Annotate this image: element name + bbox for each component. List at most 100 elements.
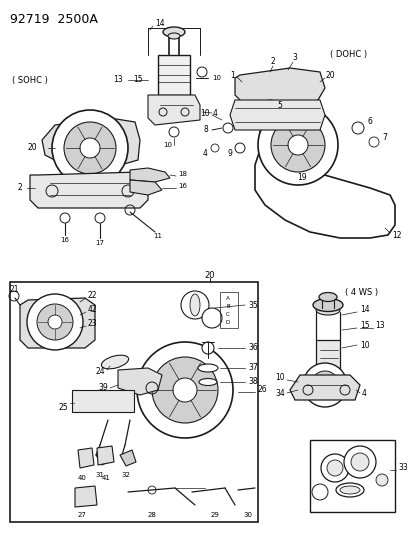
- Circle shape: [326, 460, 342, 476]
- Text: A: A: [225, 295, 229, 301]
- Polygon shape: [20, 298, 95, 348]
- Circle shape: [202, 308, 221, 328]
- Circle shape: [343, 446, 375, 478]
- Text: 40: 40: [77, 475, 86, 481]
- Circle shape: [37, 304, 73, 340]
- Text: 33: 33: [397, 464, 407, 472]
- Text: 15: 15: [133, 76, 142, 85]
- Text: 29: 29: [210, 512, 219, 518]
- Text: 17: 17: [95, 240, 104, 246]
- Text: 26: 26: [257, 385, 267, 394]
- Circle shape: [310, 371, 338, 399]
- Text: 7: 7: [381, 133, 386, 142]
- Text: 23: 23: [88, 319, 97, 328]
- Circle shape: [80, 138, 100, 158]
- Text: 14: 14: [154, 20, 164, 28]
- Polygon shape: [42, 118, 140, 168]
- Text: ( 4 WS ): ( 4 WS ): [344, 287, 377, 296]
- Polygon shape: [30, 172, 147, 208]
- Circle shape: [173, 378, 197, 402]
- Text: 1: 1: [230, 70, 235, 79]
- Text: 19: 19: [297, 174, 306, 182]
- Circle shape: [27, 294, 83, 350]
- Text: 8: 8: [203, 125, 207, 134]
- Text: 20: 20: [204, 271, 215, 279]
- Text: 10: 10: [163, 142, 171, 148]
- Text: 10: 10: [211, 75, 221, 81]
- Polygon shape: [147, 95, 199, 125]
- Text: 24: 24: [95, 367, 105, 376]
- Text: 42: 42: [88, 305, 97, 314]
- Circle shape: [202, 342, 214, 354]
- Text: C: C: [225, 311, 229, 317]
- Text: 4: 4: [361, 389, 366, 398]
- Text: 13: 13: [113, 76, 123, 85]
- Text: 2: 2: [18, 183, 23, 192]
- Circle shape: [48, 315, 62, 329]
- Text: 34: 34: [275, 389, 284, 398]
- Circle shape: [257, 105, 337, 185]
- Text: 16: 16: [60, 237, 69, 243]
- Bar: [10, 282, 257, 522]
- Text: ( DOHC ): ( DOHC ): [329, 51, 366, 60]
- Text: 92719  2500A: 92719 2500A: [10, 13, 97, 26]
- Text: 41: 41: [101, 475, 110, 481]
- Polygon shape: [235, 68, 324, 105]
- Text: 28: 28: [147, 512, 156, 518]
- Circle shape: [311, 484, 327, 500]
- Circle shape: [197, 67, 206, 77]
- Polygon shape: [75, 486, 97, 507]
- Text: 4: 4: [212, 109, 217, 117]
- Text: 2: 2: [270, 58, 275, 67]
- Circle shape: [302, 363, 346, 407]
- Text: 12: 12: [391, 230, 401, 239]
- Bar: [315, 340, 339, 372]
- Text: D: D: [225, 319, 230, 325]
- Text: 16: 16: [178, 183, 187, 189]
- Text: 39: 39: [98, 384, 108, 392]
- Text: 38: 38: [247, 377, 257, 386]
- Polygon shape: [230, 100, 324, 130]
- Circle shape: [180, 291, 209, 319]
- Text: 4: 4: [203, 149, 207, 157]
- Text: 18: 18: [178, 171, 187, 177]
- Bar: [158, 55, 190, 95]
- Ellipse shape: [312, 298, 342, 311]
- Polygon shape: [96, 450, 112, 465]
- Text: 30: 30: [243, 512, 252, 518]
- Ellipse shape: [199, 378, 216, 385]
- Text: 21: 21: [9, 286, 19, 295]
- Text: 35: 35: [247, 301, 257, 310]
- Circle shape: [350, 453, 368, 471]
- Text: 6: 6: [367, 117, 372, 126]
- Circle shape: [375, 474, 387, 486]
- Bar: [72, 390, 134, 412]
- Ellipse shape: [197, 364, 218, 372]
- Text: 14: 14: [359, 305, 369, 314]
- Text: 36: 36: [247, 343, 257, 352]
- Circle shape: [52, 110, 128, 186]
- Polygon shape: [289, 375, 359, 400]
- Text: 9: 9: [227, 149, 231, 157]
- Polygon shape: [118, 368, 161, 395]
- Text: 10: 10: [200, 109, 209, 117]
- Bar: [309, 440, 394, 512]
- Text: 20: 20: [28, 143, 38, 152]
- Polygon shape: [130, 168, 170, 182]
- Text: 10: 10: [275, 374, 284, 383]
- Circle shape: [287, 135, 307, 155]
- Ellipse shape: [101, 355, 128, 369]
- Circle shape: [64, 122, 116, 174]
- Circle shape: [271, 118, 324, 172]
- Ellipse shape: [163, 27, 185, 37]
- Polygon shape: [78, 448, 94, 468]
- Text: 10: 10: [359, 341, 369, 350]
- Circle shape: [320, 454, 348, 482]
- Text: 27: 27: [77, 512, 86, 518]
- Polygon shape: [130, 180, 161, 195]
- Text: 31: 31: [95, 472, 104, 478]
- Text: 5: 5: [277, 101, 282, 109]
- Ellipse shape: [339, 486, 359, 494]
- Ellipse shape: [168, 33, 180, 39]
- Text: 15: 15: [359, 321, 369, 330]
